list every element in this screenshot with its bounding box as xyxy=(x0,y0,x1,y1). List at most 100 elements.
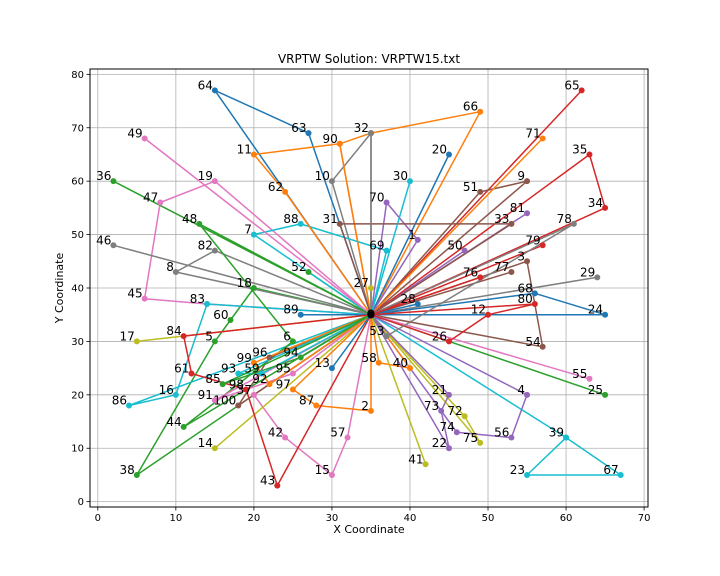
route-point xyxy=(180,333,187,340)
route-point xyxy=(250,285,257,291)
route-point xyxy=(297,311,304,318)
route-point xyxy=(235,402,242,409)
route-point xyxy=(250,151,257,158)
x-tick-label: 50 xyxy=(482,513,495,524)
route-point xyxy=(445,445,452,452)
customer-label: 62 xyxy=(268,180,283,194)
customer-label: 64 xyxy=(198,78,213,92)
y-tick-label: 60 xyxy=(71,177,84,188)
customer-label: 63 xyxy=(291,121,306,135)
route-point xyxy=(524,178,531,185)
customer-label: 92 xyxy=(252,372,267,386)
x-axis-label: X Coordinate xyxy=(333,523,405,536)
route-point xyxy=(172,268,179,275)
customer-label: 13 xyxy=(315,356,330,370)
route-point xyxy=(477,274,484,281)
route-point xyxy=(524,471,531,478)
route-line-20 xyxy=(370,314,622,476)
customer-label: 20 xyxy=(432,142,447,156)
route-point xyxy=(336,140,343,147)
y-tick-label: 40 xyxy=(71,284,84,295)
route-point xyxy=(274,482,281,489)
customer-label: 86 xyxy=(112,394,127,408)
customer-label: 35 xyxy=(572,142,587,156)
route-point xyxy=(157,199,164,206)
customer-label: 90 xyxy=(322,132,337,146)
route-line-36 xyxy=(338,223,513,316)
route-point xyxy=(367,407,374,414)
route-point xyxy=(461,247,468,254)
route-point xyxy=(445,391,452,398)
customer-label: 17 xyxy=(120,329,135,343)
route-point xyxy=(110,178,117,185)
y-tick-label: 0 xyxy=(78,497,84,508)
customer-label: 23 xyxy=(510,463,525,477)
route-point xyxy=(453,429,460,436)
customer-label: 11 xyxy=(237,142,252,156)
route-point xyxy=(282,434,289,441)
x-tick-label: 40 xyxy=(404,513,417,524)
points xyxy=(110,87,624,489)
route-point xyxy=(383,333,390,340)
customer-label: 77 xyxy=(494,260,509,274)
customer-label: 21 xyxy=(432,383,447,397)
customer-label: 81 xyxy=(510,201,525,215)
customer-label: 67 xyxy=(603,463,618,477)
route-point xyxy=(414,236,421,243)
route-point xyxy=(539,242,546,249)
customer-label: 84 xyxy=(166,324,181,338)
route-point xyxy=(508,220,515,227)
route-point xyxy=(438,407,445,414)
route-point xyxy=(328,365,335,372)
route-point xyxy=(235,370,242,377)
customer-label: 44 xyxy=(166,415,181,429)
customer-label: 49 xyxy=(127,126,142,140)
customer-label: 59 xyxy=(244,361,259,375)
customer-label: 94 xyxy=(283,345,298,359)
route-point xyxy=(508,268,515,275)
customer-label: 68 xyxy=(518,281,533,295)
customer-label: 83 xyxy=(190,292,205,306)
customer-label: 75 xyxy=(463,431,478,445)
chart-title: VRPTW Solution: VRPTW15.txt xyxy=(278,52,460,66)
customer-label: 88 xyxy=(283,212,298,226)
route-point xyxy=(406,365,413,372)
customer-label: 32 xyxy=(354,121,369,135)
customer-label: 71 xyxy=(525,126,540,140)
customer-label: 39 xyxy=(549,426,564,440)
route-point xyxy=(531,301,538,308)
y-tick-label: 80 xyxy=(71,70,84,81)
route-point xyxy=(266,354,273,361)
customer-label: 29 xyxy=(580,265,595,279)
customer-label: 96 xyxy=(252,345,267,359)
route-point xyxy=(563,434,570,441)
customer-label: 93 xyxy=(221,361,236,375)
route-point xyxy=(141,135,148,142)
customer-label: 31 xyxy=(322,212,337,226)
route-point xyxy=(188,370,195,377)
route-point xyxy=(172,391,179,398)
route-point xyxy=(570,220,577,227)
customer-label: 97 xyxy=(276,377,291,391)
route-point xyxy=(258,370,265,377)
customer-label: 30 xyxy=(393,169,408,183)
route-point xyxy=(110,242,117,249)
customer-label: 6 xyxy=(283,329,291,343)
customer-label: 34 xyxy=(588,196,603,210)
route-point xyxy=(289,386,296,393)
customer-label: 55 xyxy=(572,367,587,381)
route-point xyxy=(602,391,609,398)
customer-label: 52 xyxy=(291,260,306,274)
customer-label: 7 xyxy=(244,223,252,237)
route-point xyxy=(313,402,320,409)
customer-label: 95 xyxy=(276,361,291,375)
customer-label: 46 xyxy=(96,233,111,247)
customer-label: 1 xyxy=(408,228,416,242)
customer-label: 22 xyxy=(432,436,447,450)
customer-label: 9 xyxy=(517,169,525,183)
customer-label: 100 xyxy=(213,394,236,408)
customer-label: 12 xyxy=(471,303,486,317)
route-point xyxy=(141,295,148,302)
route-point xyxy=(594,274,601,281)
